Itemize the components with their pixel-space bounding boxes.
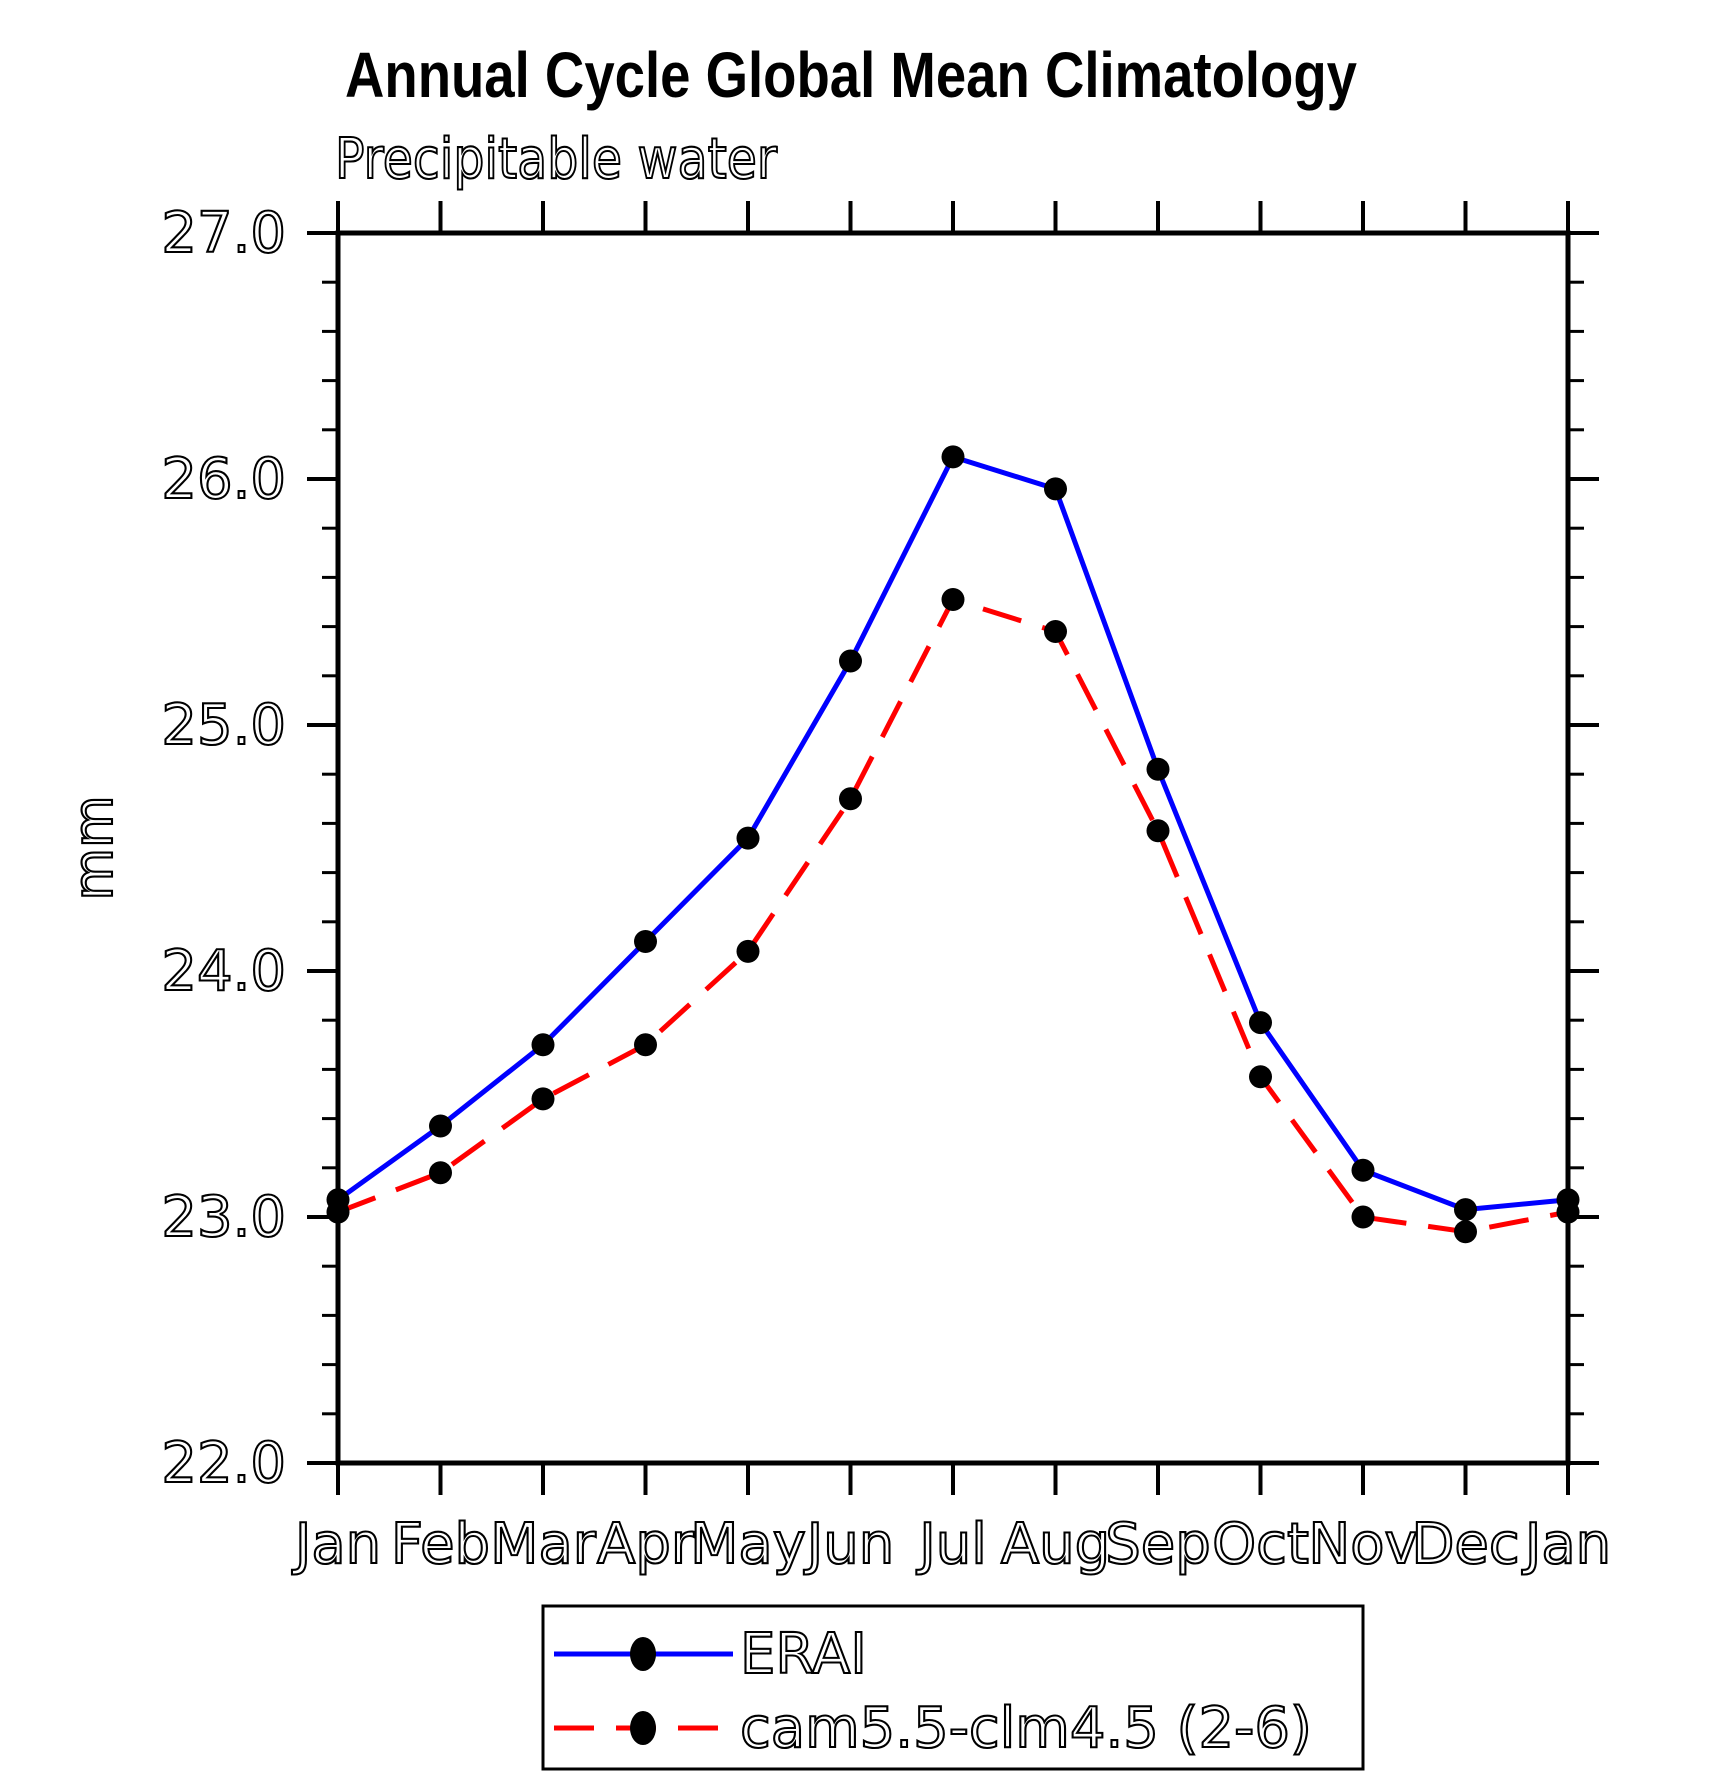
chart-title: Annual Cycle Global Mean Climatology bbox=[345, 39, 1357, 111]
y-tick-label: 23.0 bbox=[161, 1185, 286, 1250]
series-marker-erai bbox=[839, 649, 862, 673]
series-line-cam5-5-clm4-5-2-6- bbox=[337, 596, 1569, 1235]
y-tick-label: 25.0 bbox=[161, 693, 286, 758]
series-marker-erai bbox=[429, 1114, 452, 1138]
x-tick-label: Sep bbox=[1105, 1512, 1211, 1577]
x-tick-label: Apr bbox=[597, 1512, 695, 1577]
series-marker-erai bbox=[941, 445, 965, 469]
y-tick-label: 26.0 bbox=[161, 447, 286, 512]
x-tick-label: Nov bbox=[1308, 1512, 1417, 1577]
legend-entry-erai: ERAI bbox=[554, 1621, 868, 1688]
series-marker-cam5-5-clm4-5-2-6- bbox=[1454, 1220, 1477, 1244]
y-tick-label: 22.0 bbox=[161, 1431, 286, 1496]
series-marker-cam5-5-clm4-5-2-6- bbox=[1351, 1205, 1375, 1229]
y-tick-label: 24.0 bbox=[161, 939, 286, 1004]
y-axis-label: mm bbox=[62, 795, 125, 900]
series-marker-cam5-5-clm4-5-2-6- bbox=[429, 1161, 452, 1185]
x-tick-label: Mar bbox=[490, 1512, 597, 1577]
x-tick-label: Jul bbox=[916, 1512, 987, 1577]
series-marker-erai bbox=[1044, 477, 1067, 501]
series-marker-cam5-5-clm4-5-2-6- bbox=[941, 588, 965, 612]
x-tick-label: Aug bbox=[1001, 1512, 1110, 1577]
legend-label-cam: cam5.5-clm4.5 (2-6) bbox=[740, 1696, 1312, 1761]
series-marker-cam5-5-clm4-5-2-6- bbox=[634, 1033, 657, 1057]
series-marker-cam5-5-clm4-5-2-6- bbox=[839, 787, 862, 811]
x-tick-label: Oct bbox=[1212, 1512, 1309, 1577]
series-marker-erai bbox=[1146, 757, 1170, 781]
x-tick-label: Feb bbox=[391, 1512, 490, 1577]
y-tick-label: 27.0 bbox=[161, 201, 286, 266]
x-tick-label: Jan bbox=[1522, 1512, 1611, 1577]
series-marker-cam5-5-clm4-5-2-6- bbox=[326, 1200, 350, 1224]
series-marker-erai bbox=[1454, 1198, 1477, 1222]
series-marker-erai bbox=[1249, 1011, 1272, 1035]
series-marker-erai bbox=[634, 929, 657, 953]
x-tick-label: Jan bbox=[292, 1512, 381, 1577]
series-marker-erai bbox=[531, 1033, 555, 1057]
series-line-erai bbox=[336, 453, 1569, 1213]
series-marker-erai bbox=[736, 826, 760, 850]
series-marker-cam5-5-clm4-5-2-6- bbox=[1044, 620, 1067, 644]
series-marker-erai bbox=[1351, 1158, 1375, 1182]
chart-subtitle: Precipitable water bbox=[335, 127, 778, 192]
x-tick-label: Dec bbox=[1411, 1512, 1519, 1577]
series-marker-cam5-5-clm4-5-2-6- bbox=[736, 939, 760, 963]
series-marker-cam5-5-clm4-5-2-6- bbox=[1146, 819, 1170, 843]
x-tick-label: May bbox=[690, 1512, 806, 1577]
series-marker-cam5-5-clm4-5-2-6- bbox=[1249, 1065, 1272, 1089]
legend-label-erai: ERAI bbox=[740, 1622, 867, 1687]
legend-box bbox=[541, 1604, 1365, 1771]
legend-marker-icon bbox=[630, 1637, 656, 1671]
series-marker-cam5-5-clm4-5-2-6- bbox=[1556, 1200, 1580, 1224]
chart-frame bbox=[335, 230, 1571, 1466]
x-tick-label: Jun bbox=[804, 1512, 895, 1577]
legend: ERAI cam5.5-clm4.5 (2-6) bbox=[541, 1604, 1365, 1771]
legend-marker-icon bbox=[630, 1711, 656, 1745]
legend-entry-cam: cam5.5-clm4.5 (2-6) bbox=[554, 1695, 1313, 1762]
series-marker-cam5-5-clm4-5-2-6- bbox=[531, 1087, 555, 1111]
